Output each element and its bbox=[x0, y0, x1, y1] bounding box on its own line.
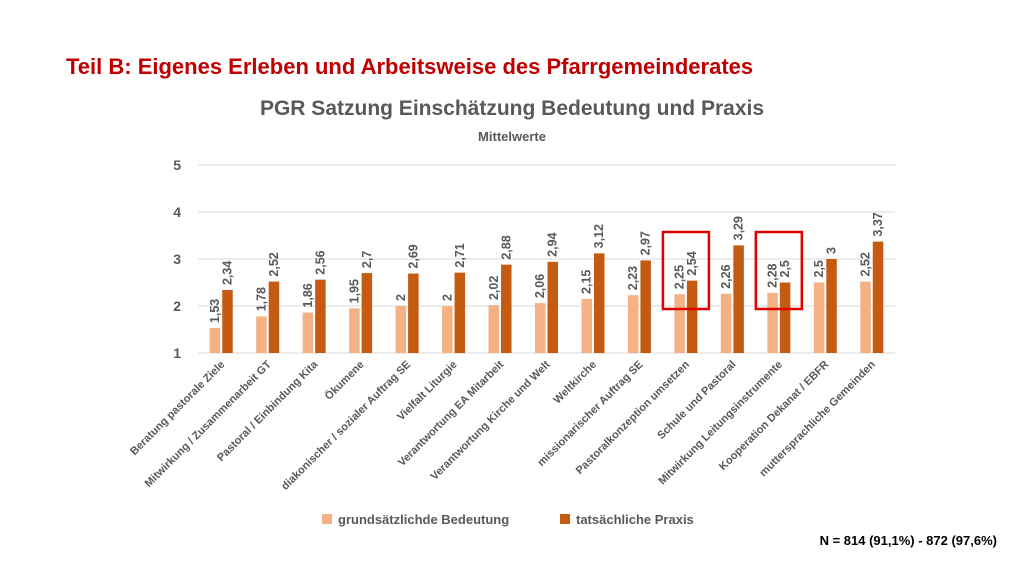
data-label: 3,29 bbox=[732, 216, 746, 240]
y-tick-label: 1 bbox=[173, 345, 181, 361]
data-label: 2,02 bbox=[487, 276, 501, 300]
data-label: 3,12 bbox=[592, 224, 606, 248]
data-label: 1,95 bbox=[347, 279, 361, 303]
bar-bedeutung bbox=[535, 303, 546, 353]
bar-praxis bbox=[640, 260, 651, 353]
bar-praxis bbox=[593, 253, 605, 353]
bar-praxis bbox=[501, 264, 512, 353]
data-label: 2,54 bbox=[685, 251, 699, 275]
bar-bedeutung bbox=[767, 292, 778, 353]
y-tick-label: 2 bbox=[173, 298, 181, 314]
bar-bedeutung bbox=[256, 316, 267, 353]
data-label: 2,88 bbox=[499, 235, 513, 259]
x-tick-label: Ökumene bbox=[322, 358, 367, 403]
data-label: 2,26 bbox=[719, 264, 733, 288]
data-label: 2,34 bbox=[220, 261, 234, 285]
bar-praxis bbox=[872, 241, 884, 353]
data-label: 2,52 bbox=[859, 252, 873, 276]
bar-praxis bbox=[547, 261, 558, 353]
y-tick-label: 5 bbox=[173, 157, 181, 173]
data-label: 1,78 bbox=[254, 287, 268, 311]
bar-praxis bbox=[686, 280, 698, 353]
bar-praxis bbox=[826, 259, 837, 353]
bar-bedeutung bbox=[860, 281, 871, 353]
bar-bedeutung bbox=[627, 295, 639, 353]
data-label: 2,94 bbox=[546, 232, 560, 256]
bar-bedeutung bbox=[302, 312, 314, 353]
data-label: 2,25 bbox=[673, 265, 687, 289]
bar-bedeutung bbox=[674, 294, 685, 353]
data-label: 2,15 bbox=[580, 270, 594, 294]
sample-size-note: N = 814 (91,1%) - 872 (97,6%) bbox=[819, 533, 997, 548]
legend-label: grundsätzlichde Bedeutung bbox=[338, 512, 509, 527]
data-label: 2 bbox=[394, 294, 408, 301]
chart-subtitle: Mittelwerte bbox=[478, 129, 546, 144]
data-label: 2,97 bbox=[639, 231, 653, 255]
x-tick-label: Weltkirche bbox=[551, 359, 599, 407]
y-tick-label: 4 bbox=[173, 204, 181, 220]
chart-title: PGR Satzung Einschätzung Bedeutung und P… bbox=[259, 97, 765, 120]
data-label: 2,5 bbox=[778, 260, 792, 277]
bar-bedeutung bbox=[209, 328, 221, 353]
bar-bedeutung bbox=[813, 282, 825, 353]
x-tick-label: Pastoral / Einbindung Kita bbox=[215, 358, 321, 464]
data-label: 2,52 bbox=[267, 252, 281, 276]
x-tick-label: Schule und Pastoral bbox=[655, 359, 738, 442]
bar-praxis bbox=[222, 290, 233, 353]
bar-bedeutung bbox=[720, 293, 732, 353]
data-label: 2,23 bbox=[626, 266, 640, 290]
bar-praxis bbox=[779, 282, 791, 353]
data-label: 2,06 bbox=[533, 274, 547, 298]
bar-praxis bbox=[361, 273, 373, 353]
data-label: 2,7 bbox=[360, 251, 374, 268]
x-tick-label: Beratung pastorale Ziele bbox=[128, 359, 227, 458]
bar-praxis bbox=[408, 273, 419, 353]
data-label: 1,53 bbox=[208, 299, 222, 323]
data-label: 3,37 bbox=[871, 212, 885, 236]
legend-swatch-praxis bbox=[560, 514, 570, 524]
data-label: 2,56 bbox=[313, 250, 327, 274]
data-label: 2,28 bbox=[766, 263, 780, 287]
data-label: 3 bbox=[825, 247, 839, 254]
data-label: 2,71 bbox=[453, 243, 467, 267]
data-label: 1,86 bbox=[301, 283, 315, 307]
data-label: 2,69 bbox=[406, 244, 420, 268]
bar-praxis bbox=[733, 245, 744, 353]
bar-bedeutung bbox=[395, 306, 407, 353]
bar-praxis bbox=[454, 272, 466, 353]
legend-swatch-bedeutung bbox=[322, 514, 332, 524]
bar-praxis bbox=[315, 279, 326, 353]
bar-praxis bbox=[268, 281, 280, 353]
data-label: 2 bbox=[440, 294, 454, 301]
page-title: Teil B: Eigenes Erleben und Arbeitsweise… bbox=[66, 54, 754, 79]
bar-bedeutung bbox=[349, 308, 360, 353]
legend-label: tatsächliche Praxis bbox=[576, 512, 694, 527]
highlight-box bbox=[754, 230, 804, 311]
data-label: 2,5 bbox=[812, 260, 826, 277]
bar-bedeutung bbox=[442, 306, 453, 353]
bar-bedeutung bbox=[581, 298, 592, 353]
y-tick-label: 3 bbox=[173, 251, 181, 267]
bar-bedeutung bbox=[488, 305, 500, 353]
highlight-box bbox=[661, 230, 711, 311]
